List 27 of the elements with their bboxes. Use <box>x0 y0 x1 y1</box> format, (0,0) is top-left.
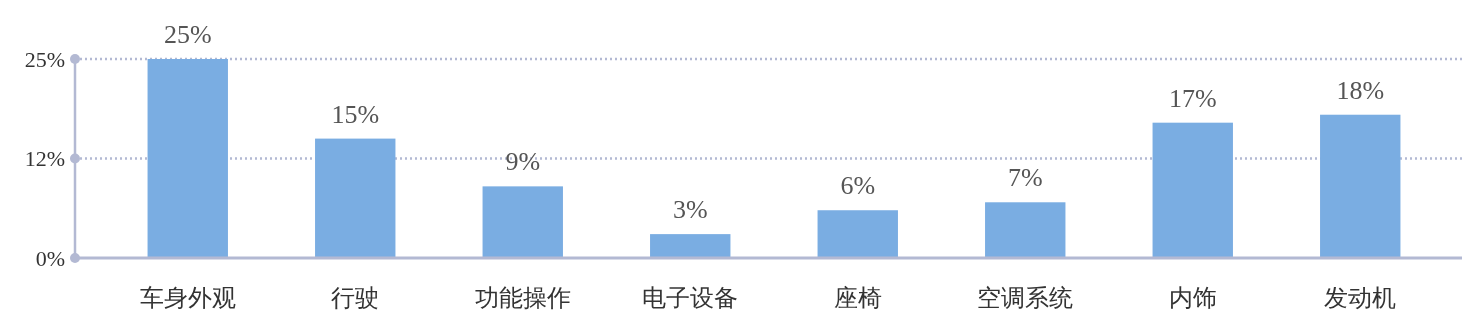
y-tick-label: 12% <box>24 146 65 172</box>
x-tick-label: 功能操作 <box>474 284 571 312</box>
data-label: 9% <box>505 147 541 177</box>
x-tick-label: 车身外观 <box>139 284 236 312</box>
data-label: 25% <box>163 20 212 49</box>
data-label: 6% <box>840 171 876 201</box>
x-tick-label: 发动机 <box>1324 284 1397 312</box>
x-tick-label: 行驶 <box>331 284 380 312</box>
bar <box>1152 122 1233 258</box>
bar <box>650 234 731 258</box>
bar <box>985 202 1066 258</box>
y-tick-label: 25% <box>24 46 65 72</box>
x-tick-label: 空调系统 <box>977 284 1074 312</box>
data-label: 15% <box>331 99 380 129</box>
bar <box>817 210 898 258</box>
bar <box>1320 114 1401 258</box>
y-tick-label: 0% <box>35 245 65 271</box>
data-label: 18% <box>1336 75 1385 105</box>
data-label: 17% <box>1168 83 1217 113</box>
bar <box>482 186 563 258</box>
x-tick-label: 电子设备 <box>642 284 739 312</box>
x-tick-label: 座椅 <box>833 284 882 312</box>
data-label: 7% <box>1007 163 1043 193</box>
bar <box>315 138 396 258</box>
x-tick-label: 内饰 <box>1168 284 1217 312</box>
data-label: 3% <box>672 195 708 225</box>
bar <box>147 59 228 258</box>
